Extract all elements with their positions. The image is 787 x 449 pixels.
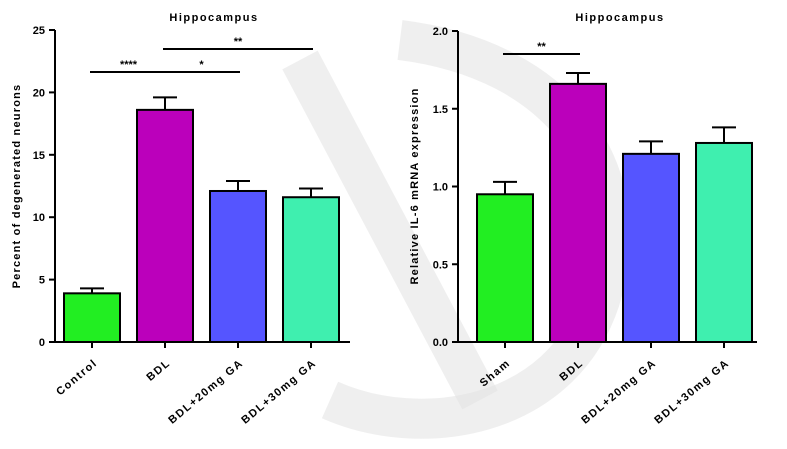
y-tick-label: 20	[33, 87, 45, 99]
significance-label: ****	[120, 59, 138, 71]
y-axis-label: Relative IL-6 mRNA expression	[409, 87, 421, 284]
bar-0	[476, 193, 534, 343]
significance-label: **	[234, 36, 243, 48]
y-tick-label: 1.0	[433, 182, 448, 194]
bar-3	[282, 196, 340, 343]
chart-title: Hippocampus	[575, 12, 664, 24]
category-label: BDL+30mg GA	[652, 357, 732, 427]
y-axis-label: Percent of degenerated neurons	[11, 84, 23, 289]
chart-il6-expression: Hippocampus Relative IL-6 mRNA expression…	[409, 12, 757, 427]
y-tick-label: 25	[33, 25, 45, 37]
significance-label: **	[537, 41, 546, 53]
y-tick-label: 0	[39, 337, 45, 349]
chart-title: Hippocampus	[169, 12, 258, 24]
bar-3	[695, 141, 753, 343]
y-tick-label: 2.0	[433, 26, 448, 38]
y-tick-label: 0.5	[433, 259, 448, 271]
y-tick-label: 10	[33, 212, 45, 224]
bar-2	[622, 152, 680, 343]
bar-2	[209, 189, 267, 343]
y-tick-label: 0.0	[433, 337, 448, 349]
category-label: BDL+20mg GA	[166, 357, 246, 427]
significance-label: *	[199, 59, 204, 71]
bar-1	[549, 82, 607, 344]
bar-0	[63, 292, 121, 344]
category-label: BDL+30mg GA	[239, 357, 319, 427]
y-tick-label: 1.5	[433, 104, 448, 116]
y-tick-label: 5	[39, 275, 45, 287]
y-tick-label: 15	[33, 150, 45, 162]
bar-1	[136, 108, 194, 344]
category-label: Control	[54, 357, 100, 398]
category-label: BDL	[144, 357, 172, 384]
category-label: BDL+20mg GA	[579, 357, 659, 427]
